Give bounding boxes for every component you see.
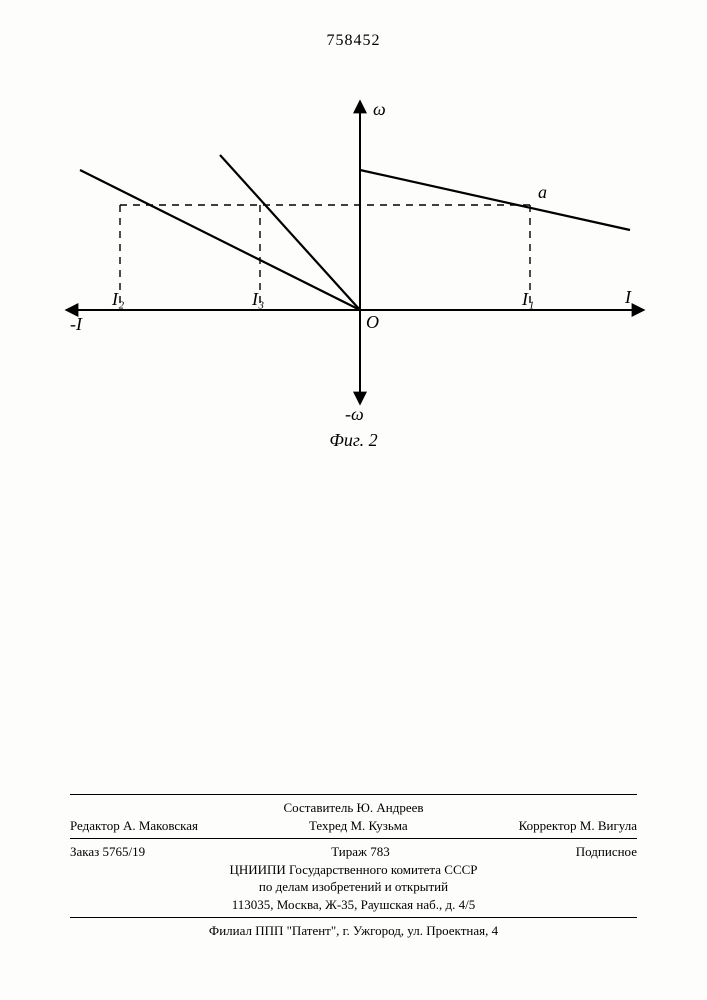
techred: Техред М. Кузьма: [309, 817, 408, 835]
editor: Редактор А. Маковская: [70, 817, 198, 835]
divider-bottom: [70, 917, 637, 918]
label-I-neg: -I: [70, 314, 83, 334]
label-origin: O: [366, 312, 379, 332]
label-I2: I₂: [111, 289, 124, 309]
label-I1: I₁: [521, 289, 534, 309]
doc-number: 758452: [0, 32, 707, 50]
divider-mid: [70, 838, 637, 839]
podpisnoe: Подписное: [576, 843, 637, 861]
page: 758452 ω -ω I: [0, 0, 707, 1000]
figure-svg: ω -ω I -I O I₁ I₂ I₃ a: [60, 90, 650, 430]
label-neg-omega: -ω: [345, 404, 364, 424]
label-I3: I₃: [251, 289, 264, 309]
divider-top: [70, 794, 637, 795]
label-point-a: a: [538, 182, 547, 202]
figure-caption: Фиг. 2: [0, 430, 707, 451]
address1: 113035, Москва, Ж-35, Раушская наб., д. …: [70, 896, 637, 914]
label-I-pos: I: [624, 287, 632, 307]
org1: ЦНИИПИ Государственного комитета СССР: [70, 861, 637, 879]
line-right-descending: [360, 170, 630, 230]
tirazh: Тираж 783: [331, 843, 390, 861]
address2: Филиал ППП "Патент", г. Ужгород, ул. Про…: [70, 922, 637, 940]
corrector: Корректор М. Вигула: [519, 817, 637, 835]
colophon-block: Составитель Ю. Андреев Редактор А. Маков…: [70, 790, 637, 940]
order: Заказ 5765/19: [70, 843, 145, 861]
org2: по делам изобретений и открытий: [70, 878, 637, 896]
line-left-steep: [220, 155, 360, 310]
label-omega: ω: [373, 99, 386, 119]
compiler: Составитель Ю. Андреев: [283, 799, 423, 817]
figure-2: ω -ω I -I O I₁ I₂ I₃ a: [60, 90, 650, 430]
